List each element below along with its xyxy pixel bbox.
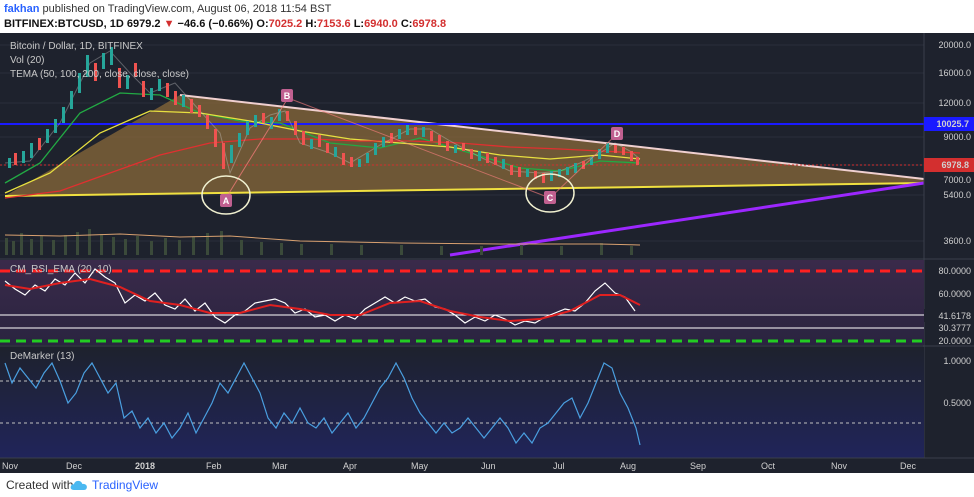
close-label: C: (400, 18, 413, 30)
price-path (4, 50, 641, 175)
point-label-c[interactable]: C (544, 191, 556, 204)
close-value: 6978.8 (412, 18, 447, 30)
chart-svg[interactable]: A B C D Bitcoin / Dollar, 1D, BITFINEX V… (0, 33, 974, 473)
demarker-tick: 1.0000 (943, 356, 971, 366)
down-arrow-icon: ▼ (163, 18, 175, 30)
demarker-title: DeMarker (13) (10, 351, 74, 362)
high-label: H: (305, 18, 317, 30)
tradingview-cloud-icon[interactable] (70, 479, 88, 491)
bc-connector (287, 97, 551, 199)
time-tick: Dec (900, 461, 917, 471)
time-tick: Nov (2, 461, 19, 471)
time-axis[interactable] (0, 458, 974, 473)
svg-text:A: A (223, 196, 230, 206)
last-price: 6979.2 (126, 18, 161, 30)
symbol-label: BITFINEX:BTCUSD, 1D (4, 18, 124, 30)
author-name[interactable]: fakhan (4, 3, 40, 15)
price-tick: 7000.0 (943, 175, 971, 185)
time-tick: Apr (343, 461, 357, 471)
publish-info: fakhan published on TradingView.com, Aug… (4, 3, 331, 15)
low-value: 6940.0 (364, 18, 398, 30)
open-value: 7025.2 (268, 18, 303, 30)
candles (8, 47, 639, 183)
rsi-badge-1 (924, 309, 974, 322)
volume-ma (4, 233, 641, 246)
high-value: 7153.6 (316, 18, 351, 30)
tema-100 (4, 110, 641, 194)
rsi-title: CM_RSI_EMA (20, 10) (10, 264, 112, 275)
publish-text: published on TradingView.com, August 06,… (42, 3, 332, 15)
lower-trendline[interactable] (4, 182, 925, 197)
price-pane-title: Bitcoin / Dollar, 1D, BITFINEX (10, 41, 143, 52)
rsi-tick: 20.0000 (938, 336, 971, 346)
chart-header: fakhan published on TradingView.com, Aug… (0, 0, 974, 32)
cd-connector (549, 133, 618, 199)
symbol-quote: BITFINEX:BTCUSD, 1D 6979.2 ▼ −46.6 (−0.6… (4, 18, 446, 30)
point-label-d[interactable]: D (611, 127, 623, 140)
demarker-line (4, 361, 641, 446)
time-tick: Sep (690, 461, 706, 471)
time-tick: May (411, 461, 429, 471)
time-tick: Aug (620, 461, 636, 471)
created-with-text: Created with (6, 478, 74, 492)
tema-200 (4, 138, 641, 199)
time-tick: Feb (206, 461, 222, 471)
price-tick: 20000.0 (938, 40, 971, 50)
circle-a (201, 175, 251, 215)
time-tick: Nov (831, 461, 848, 471)
volume-bars (5, 229, 633, 255)
demarker-pane[interactable] (0, 347, 924, 458)
last-price-badge (924, 158, 974, 172)
resistance-value: 10025.7 (936, 119, 969, 129)
open-label: O: (256, 18, 269, 30)
resistance-badge (924, 117, 974, 131)
time-tick: 2018 (135, 461, 155, 471)
svg-text:C: C (547, 193, 554, 203)
purple-trendline[interactable] (449, 181, 925, 257)
point-label-b[interactable]: B (281, 89, 293, 102)
demarker-tick: 0.5000 (943, 398, 971, 408)
rsi-ema (4, 277, 641, 323)
time-tick: Oct (761, 461, 776, 471)
price-tick: 12000.0 (938, 98, 971, 108)
rsi-tick: 60.0000 (938, 289, 971, 299)
rsi-pane[interactable] (0, 260, 924, 345)
vol-title: Vol (20) (10, 55, 44, 66)
price-tick: 9000.0 (943, 132, 971, 142)
price-axis[interactable] (924, 33, 974, 473)
chart-area[interactable]: A B C D Bitcoin / Dollar, 1D, BITFINEX V… (0, 33, 974, 473)
price-change: −46.6 (−0.66%) (177, 18, 254, 30)
time-tick: Dec (66, 461, 83, 471)
price-tick: 3600.0 (943, 236, 971, 246)
time-tick: Jun (481, 461, 496, 471)
footer: Created with TradingView (0, 473, 974, 497)
rsi-value-2: 30.3777 (938, 323, 971, 333)
low-label: L: (353, 18, 365, 30)
tradingview-brand[interactable]: TradingView (92, 478, 159, 492)
rsi-tick: 80.0000 (938, 266, 971, 276)
rsi-value-1: 41.6178 (938, 311, 971, 321)
time-tick: Jul (553, 461, 565, 471)
price-tick: 5400.0 (943, 190, 971, 200)
svg-text:B: B (284, 91, 291, 101)
last-price-value: 6978.8 (941, 160, 969, 170)
tema-title: TEMA (50, 100, 200, close, close, close) (10, 69, 189, 80)
time-tick: Mar (272, 461, 288, 471)
svg-text:D: D (614, 129, 621, 139)
price-tick: 16000.0 (938, 68, 971, 78)
circle-c (525, 173, 575, 213)
rsi-line (4, 268, 636, 326)
ab-connector (225, 97, 289, 199)
point-label-a[interactable]: A (220, 194, 232, 207)
